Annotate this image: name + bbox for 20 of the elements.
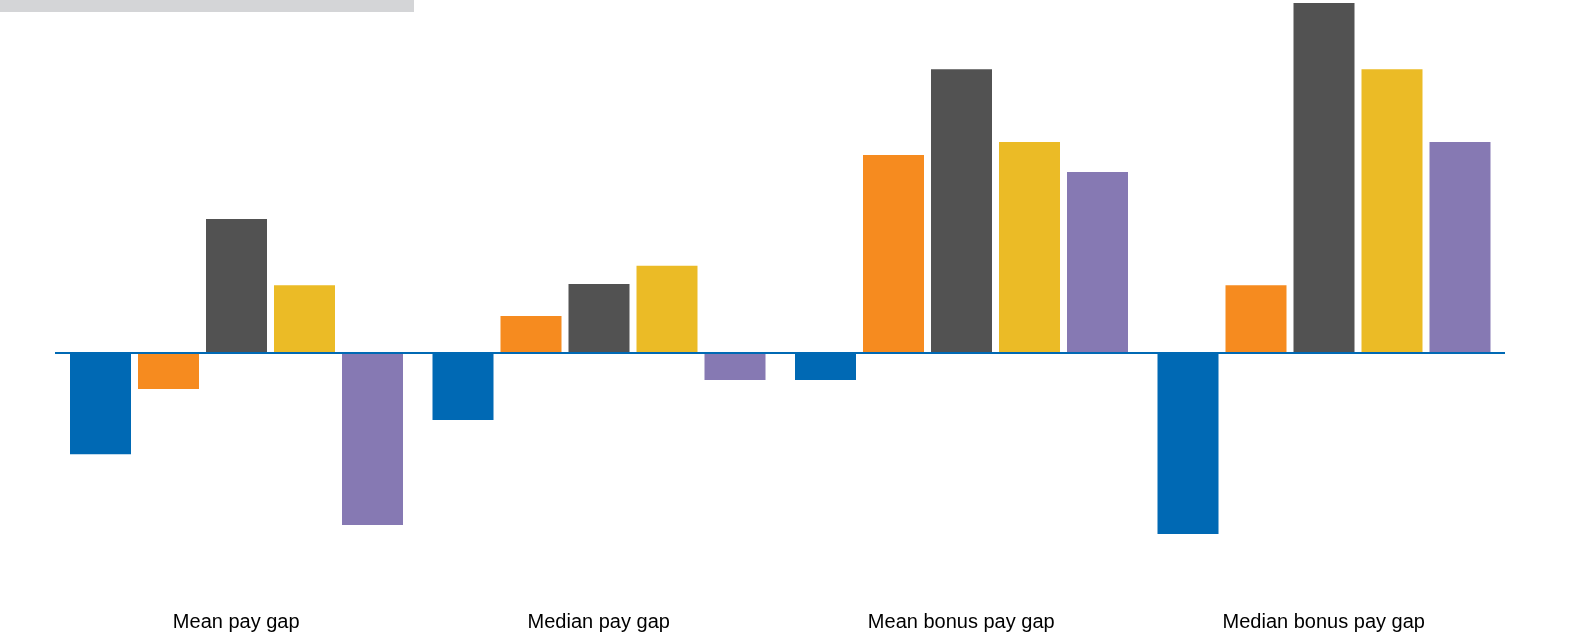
x-tick-label: Median bonus pay gap [1222,610,1425,633]
bar [863,154,924,354]
x-tick-label: Mean bonus pay gap [867,610,1055,633]
x-tick-label: Median pay gap [527,610,670,633]
bar [1067,172,1128,354]
bar [636,265,698,354]
bar [342,353,403,525]
bar [568,284,630,354]
bar [206,218,267,354]
bar [500,315,562,354]
bar [704,353,766,380]
bar [138,353,199,390]
bar [274,285,335,354]
bar [1293,3,1355,354]
bar [931,69,992,354]
bar [999,141,1060,354]
bar [1361,69,1423,354]
bar [1225,285,1287,354]
x-tick-label: Mean pay gap [172,610,300,633]
bar [1429,141,1491,354]
